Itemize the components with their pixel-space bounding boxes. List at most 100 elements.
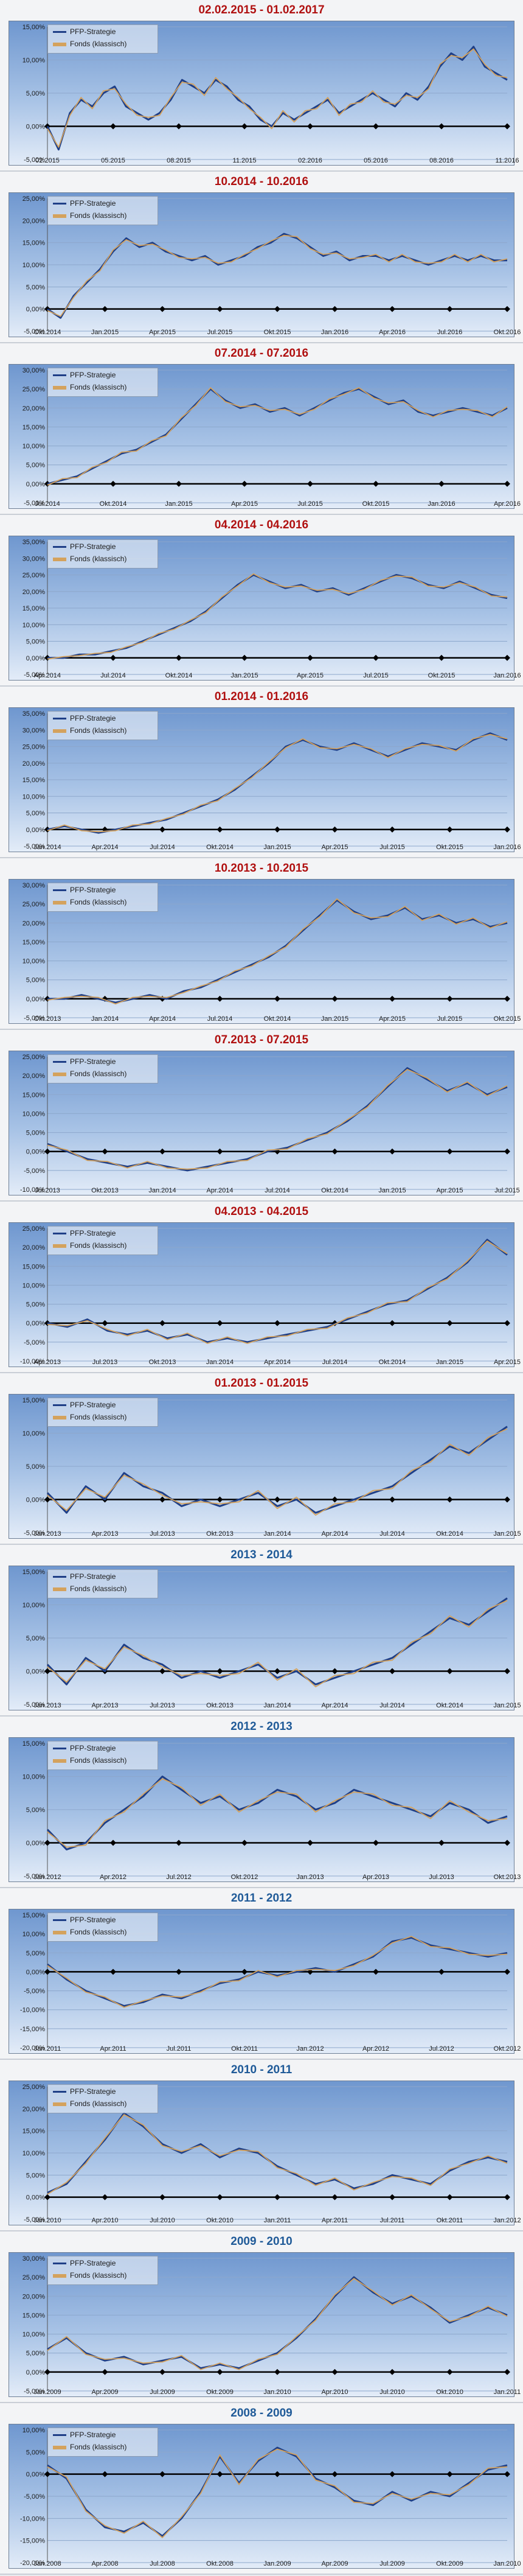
legend-item-fonds: Fonds (klassisch) [53, 1069, 126, 1080]
series-line-fonds [47, 2278, 508, 2370]
chart-svg: 15,00% 10,00% 5,00% 0,00% -5,00%Jan.2012 Apr.… [23, 1740, 521, 1881]
legend-label: PFP-Strategie [70, 1572, 116, 1581]
x-tick-marker [102, 2368, 108, 2375]
x-tick-marker [504, 1496, 510, 1503]
x-tick-marker [438, 123, 445, 130]
x-tick-label: Okt.2012 [494, 2045, 521, 2053]
x-tick-label: Jan.2013 [296, 1874, 324, 1881]
x-tick-label: Jan.2014 [206, 1359, 234, 1366]
chart-panel: 01.2014 - 01.2016 35,00% 30,00% 25,00% 20,00… [0, 687, 523, 858]
x-tick-label: Apr.2014 [91, 844, 118, 851]
x-tick-marker [110, 1969, 116, 1975]
x-tick-label: Jul.2013 [35, 1187, 60, 1194]
x-tick-marker [446, 1148, 453, 1155]
series-line-fonds [47, 1936, 508, 2008]
legend-item-fonds: Fonds (klassisch) [53, 726, 126, 737]
y-tick-label: 20,00% [23, 760, 46, 768]
x-tick-marker [159, 1148, 165, 1155]
x-tick-marker [504, 1839, 510, 1846]
y-tick-label: 15,00% [23, 1569, 46, 1576]
x-tick-marker [389, 2194, 395, 2200]
x-tick-marker [102, 1148, 108, 1155]
x-tick-label: Jul.2014 [150, 844, 175, 851]
x-tick-label: Apr.2015 [494, 1359, 521, 1366]
series-line-pfp [46, 1597, 508, 1685]
y-tick-label: 5,00% [26, 639, 45, 646]
y-tick-label: 10,00% [23, 1430, 46, 1438]
x-tick-label: Apr.2014 [206, 1187, 233, 1194]
chart-panel: 07.2013 - 07.2015 25,00% 20,00% 15,00% 10,00… [0, 1030, 523, 1202]
legend-item-pfp: PFP-Strategie [53, 371, 116, 382]
chart-title: 2012 - 2013 [230, 1720, 293, 1733]
y-tick-label: 15,00% [23, 1091, 46, 1099]
x-tick-label: Apr.2016 [379, 329, 406, 336]
x-tick-label: Jan.2011 [494, 2389, 521, 2396]
x-tick-label: Jan.2014 [263, 1702, 291, 1709]
chart-panel: 2011 - 2012 15,00% 10,00% 5,00% 0,00% -5,00% -… [0, 1888, 523, 2060]
x-tick-label: Jul.2014 [265, 1187, 290, 1194]
x-tick-label: 08.2015 [167, 157, 191, 164]
x-tick-marker [331, 2194, 338, 2200]
legend-label: PFP-Strategie [70, 371, 116, 379]
y-tick-label: -5,00% [24, 156, 45, 164]
x-tick-marker [159, 2368, 165, 2375]
series-line-pfp [47, 732, 508, 834]
y-tick-label: -10,00% [20, 1358, 45, 1365]
y-tick-label: 5,00% [26, 1635, 45, 1642]
x-tick-label: Apr.2011 [100, 2045, 126, 2053]
x-tick-label: Okt.2015 [494, 1015, 521, 1023]
y-tick-label: -5,00% [24, 328, 45, 335]
x-tick-label: Jul.2010 [379, 2389, 405, 2396]
x-tick-marker [389, 306, 395, 312]
legend-label: PFP-Strategie [70, 1401, 116, 1409]
y-tick-label: 15,00% [23, 2312, 46, 2319]
x-tick-label: Apr.2016 [494, 500, 521, 508]
series-line-pfp [47, 2446, 508, 2537]
y-tick-label: -15,00% [20, 2026, 45, 2033]
x-tick-marker [216, 826, 223, 833]
y-tick-label: -5,00% [24, 2388, 45, 2395]
chart-panel: 2008 - 2009 10,00% 5,00% 0,00% -5,00% -10,00%… [0, 2403, 523, 2575]
x-tick-marker [504, 2368, 510, 2375]
y-tick-label: 0,00% [26, 306, 45, 313]
x-tick-marker [274, 1668, 280, 1675]
legend-label: Fonds (klassisch) [70, 2271, 127, 2280]
legend-label: Fonds (klassisch) [70, 2099, 127, 2108]
y-tick-label: 5,00% [26, 2172, 45, 2179]
legend-item-pfp: PFP-Strategie [53, 2087, 116, 2098]
chart-legend: PFP-Strategie Fonds (klassisch) [47, 2084, 158, 2113]
x-tick-label: Okt.2009 [436, 2560, 463, 2567]
x-tick-marker [446, 2368, 453, 2375]
y-tick-label: 10,00% [23, 443, 46, 450]
chart-legend: PFP-Strategie Fonds (klassisch) [47, 539, 158, 569]
x-tick-label: Jan.2012 [33, 1874, 61, 1881]
y-tick-label: 5,00% [26, 284, 45, 291]
x-tick-label: Jan.2009 [33, 2389, 61, 2396]
legend-swatch [53, 2445, 66, 2449]
x-tick-marker [274, 826, 280, 833]
legend-item-fonds: Fonds (klassisch) [53, 555, 126, 565]
chart-panel: 2009 - 2010 30,00% 25,00% 20,00% 15,00% 10,00… [0, 2231, 523, 2403]
y-tick-label: -5,00% [24, 1530, 45, 1537]
y-tick-label: 10,00% [23, 2427, 46, 2434]
y-tick-label: 0,00% [26, 1969, 45, 1976]
y-tick-label: 35,00% [23, 710, 46, 718]
x-tick-marker [438, 654, 445, 661]
legend-item-pfp: PFP-Strategie [53, 1229, 116, 1240]
y-tick-label: 0,00% [26, 1497, 45, 1504]
series-line-fonds [47, 1778, 508, 1848]
y-tick-label: 5,00% [26, 462, 45, 469]
x-tick-marker [504, 123, 510, 130]
x-tick-label: Jan.2015 [165, 500, 192, 508]
legend-swatch [53, 1576, 66, 1578]
legend-item-pfp: PFP-Strategie [53, 199, 116, 210]
y-tick-label: 20,00% [23, 217, 46, 225]
legend-item-fonds: Fonds (klassisch) [53, 2099, 126, 2110]
x-tick-marker [44, 1148, 50, 1155]
legend-label: Fonds (klassisch) [70, 555, 127, 563]
y-tick-label: -5,00% [24, 1873, 45, 1880]
chart-legend: PFP-Strategie Fonds (klassisch) [47, 711, 158, 740]
x-tick-marker [274, 995, 280, 1002]
y-tick-label: 0,00% [26, 1149, 45, 1156]
x-tick-marker [110, 480, 116, 487]
